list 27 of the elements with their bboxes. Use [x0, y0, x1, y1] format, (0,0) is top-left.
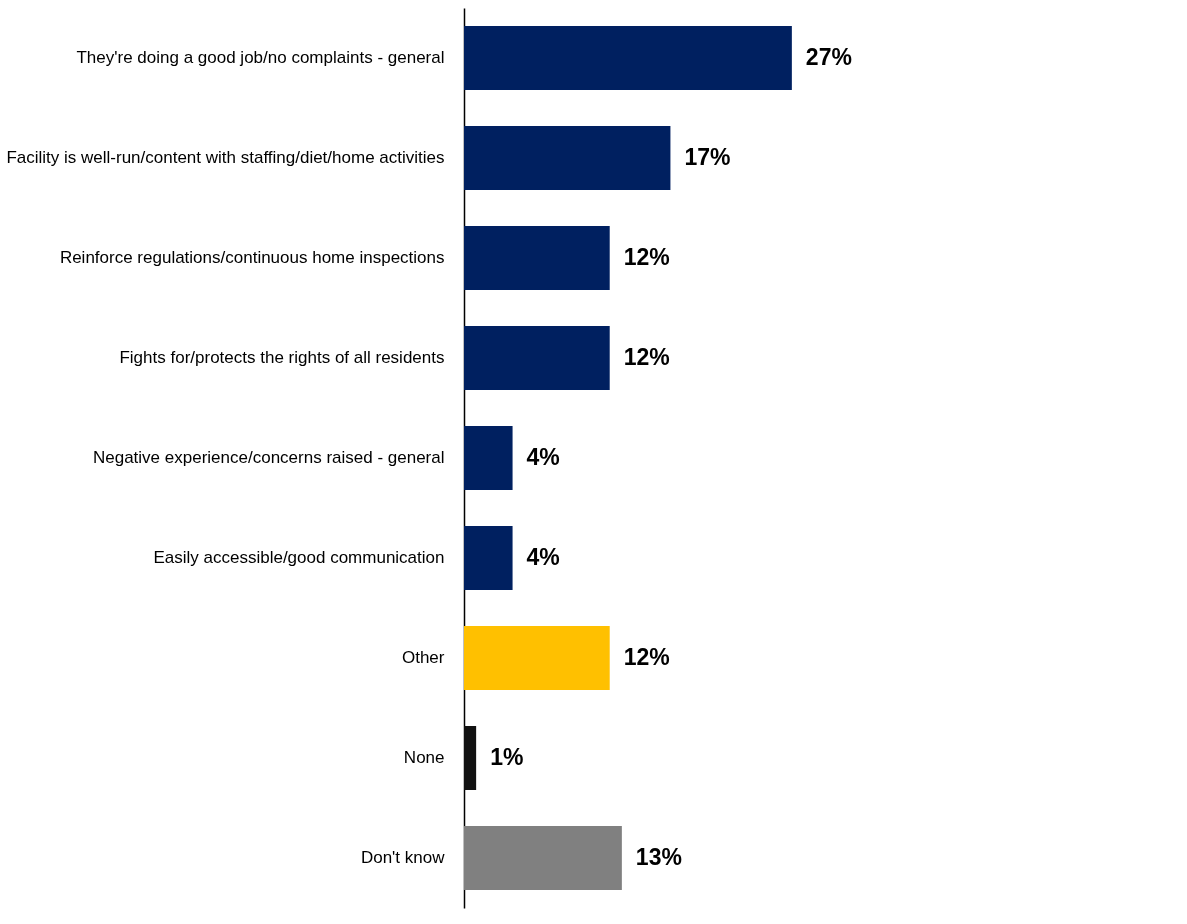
y-tick-label: Fights for/protects the rights of all residents	[119, 348, 445, 367]
data-label: 13%	[635, 844, 682, 870]
bar	[464, 126, 671, 190]
bar	[464, 226, 610, 290]
data-label: 4%	[526, 444, 560, 470]
y-tick-label: Facility is well-run/content with staffing/diet/home activities	[6, 148, 445, 167]
bar	[464, 526, 513, 590]
data-label: 12%	[623, 644, 670, 670]
y-tick-label: Easily accessible/good communication	[153, 548, 445, 567]
bar	[464, 326, 610, 390]
y-tick-label: None	[403, 748, 445, 767]
data-label: 1%	[490, 744, 524, 770]
y-tick-label: Other	[401, 648, 445, 667]
bar	[464, 826, 622, 890]
y-tick-label: Don't know	[360, 848, 446, 867]
bar	[464, 26, 792, 90]
bar	[464, 726, 477, 790]
bar	[464, 426, 513, 490]
data-label: 12%	[623, 344, 670, 370]
y-tick-label: Negative experience/concerns raised - general	[92, 448, 445, 467]
bar	[464, 626, 610, 690]
y-tick-label: Reinforce regulations/continuous home inspections	[59, 248, 445, 267]
data-label: 12%	[623, 244, 670, 270]
data-label: 27%	[805, 44, 852, 70]
y-tick-label: They're doing a good job/no complaints - general	[76, 48, 445, 67]
data-label: 4%	[526, 544, 560, 570]
data-label: 17%	[684, 144, 731, 170]
